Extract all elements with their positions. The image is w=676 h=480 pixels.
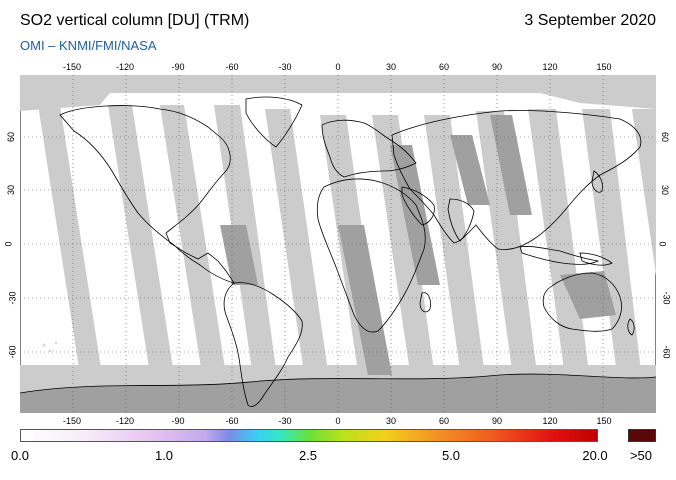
indonesia-coast	[519, 246, 600, 265]
north-polar-no-data	[540, 93, 656, 109]
colorbar-label: 20.0	[582, 448, 608, 463]
lat-tick-right: -30	[661, 291, 672, 305]
arabia-coast	[401, 186, 435, 226]
lon-tick-bottom: -120	[115, 416, 135, 426]
map-date: 3 September 2020	[524, 12, 656, 29]
colorbar-label: 5.0	[441, 448, 461, 463]
orbit-gap-swath	[476, 111, 542, 413]
orbit-gap-swath	[108, 105, 180, 413]
so2-world-map	[20, 75, 656, 413]
land-swath-overlap	[390, 145, 440, 285]
asia-coast	[391, 110, 642, 250]
lon-tick-top: 0	[335, 62, 341, 72]
so2-speckle	[42, 343, 46, 347]
lat-tick-right: 60	[660, 131, 671, 143]
lon-tick-top: 120	[542, 62, 558, 72]
lon-tick-top: -120	[115, 62, 135, 72]
map-title: SO2 vertical column [DU] (TRM)	[20, 12, 250, 29]
land-swath-overlap	[490, 115, 532, 215]
orbit-gap-swath	[424, 115, 490, 413]
lon-tick-bottom: 30	[385, 416, 397, 426]
lat-tick-right: 0	[657, 241, 668, 247]
lat-tick-left: 30	[6, 184, 17, 196]
land-swath-overlap	[560, 271, 616, 319]
lon-tick-bottom: 60	[438, 416, 450, 426]
lon-tick-bottom: -30	[278, 416, 292, 426]
lat-tick-left: -60	[7, 345, 18, 359]
lon-tick-top: 60	[438, 62, 450, 72]
lon-tick-top: 150	[596, 62, 612, 72]
land-swath-overlap	[338, 225, 392, 375]
orbit-gap-swath	[632, 109, 656, 275]
lat-tick-left: -30	[7, 291, 18, 305]
colorbar-label: 0.0	[10, 448, 30, 463]
data-source: OMI – KNMI/FMI/NASA	[20, 38, 157, 53]
lon-tick-top: -90	[171, 62, 185, 72]
lon-tick-top: 90	[491, 62, 503, 72]
lat-tick-left: 60	[6, 131, 17, 143]
colorbar	[20, 429, 598, 442]
australia-coast	[542, 272, 622, 332]
india-coast	[447, 198, 475, 242]
europe-coast	[321, 119, 417, 178]
lon-tick-top: -150	[62, 62, 82, 72]
colorbar-label: 1.0	[154, 448, 174, 463]
lon-tick-top: -60	[225, 62, 239, 72]
antarctica-coast	[20, 373, 656, 394]
lon-tick-top: 30	[385, 62, 397, 72]
colorbar-label: 2.5	[298, 448, 318, 463]
new-guinea-coast	[579, 252, 613, 266]
orbit-gap-swath	[265, 109, 334, 413]
north-america-coast	[59, 105, 235, 284]
lon-tick-bottom: 150	[596, 416, 612, 426]
lat-tick-right: 30	[660, 184, 671, 196]
lon-tick-bottom: -90	[171, 416, 185, 426]
lon-tick-bottom: -60	[225, 416, 239, 426]
colorbar-label: >50	[629, 448, 653, 463]
colorbar-overflow-swatch	[628, 429, 656, 442]
lon-tick-bottom: -150	[62, 416, 82, 426]
lon-tick-bottom: 90	[491, 416, 503, 426]
land-swath-overlap	[450, 135, 490, 205]
so2-speckle	[54, 341, 58, 345]
graticule	[20, 75, 656, 413]
japan-coast	[591, 170, 603, 193]
africa-coast	[316, 178, 426, 333]
orbit-gap-swath	[160, 105, 232, 413]
land-swath-overlap	[220, 225, 258, 285]
new-zealand-coast	[627, 318, 635, 336]
orbit-gap-swath	[582, 109, 646, 413]
so2-speckle	[48, 349, 52, 353]
lon-tick-bottom: 0	[335, 416, 341, 426]
madagascar-coast	[419, 292, 431, 313]
coastlines	[20, 96, 656, 407]
greenland-coast	[245, 96, 303, 148]
lat-tick-left: 0	[3, 241, 14, 247]
lat-tick-right: -60	[661, 345, 672, 359]
lon-tick-top: -30	[278, 62, 292, 72]
orbit-gap-swath	[528, 109, 594, 413]
orbit-gap-swath	[372, 115, 440, 413]
south-america-coast	[223, 282, 303, 407]
lon-tick-bottom: 120	[542, 416, 558, 426]
so2-signal-speckles	[42, 341, 58, 353]
